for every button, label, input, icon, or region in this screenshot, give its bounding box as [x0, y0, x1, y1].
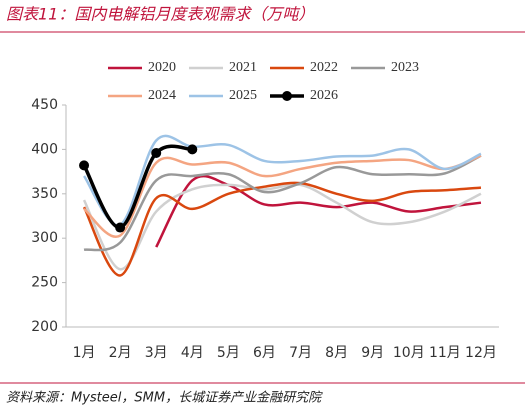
- x-tick-label: 12月: [465, 345, 497, 361]
- y-tick-label: 200: [31, 319, 58, 335]
- series-line: [82, 134, 482, 227]
- y-tick-label: 300: [31, 230, 58, 246]
- x-tick-label: 8月: [325, 345, 348, 361]
- series-line: [82, 181, 482, 277]
- series-line: [83, 154, 482, 238]
- y-tick-label: 250: [31, 275, 58, 291]
- series-line: [82, 144, 193, 230]
- x-tick-label: 1月: [73, 345, 96, 361]
- series-marker: [187, 144, 198, 155]
- x-tick-label: 5月: [217, 345, 240, 361]
- x-tick-label: 3月: [145, 345, 168, 361]
- legend-label: 2025: [229, 88, 257, 103]
- series-marker: [151, 147, 162, 158]
- x-tick-label: 9月: [361, 345, 384, 361]
- legend-marker: [282, 91, 292, 101]
- legend-label: 2023: [391, 60, 419, 75]
- legend-label: 2022: [310, 60, 338, 75]
- series-line: [155, 174, 482, 248]
- y-tick-label: 450: [31, 97, 58, 113]
- legend-label: 2021: [229, 60, 257, 75]
- x-tick-label: 4月: [181, 345, 204, 361]
- x-tick-label: 7月: [289, 345, 312, 361]
- x-tick-label: 10月: [393, 345, 425, 361]
- series-line: [83, 154, 482, 252]
- y-tick-label: 350: [31, 186, 58, 202]
- series-line: [82, 183, 482, 271]
- x-tick-label: 11月: [429, 345, 461, 361]
- legend-label: 2024: [148, 88, 176, 103]
- chart-title: 图表11：国内电解铝月度表观需求（万吨）: [6, 5, 314, 24]
- x-tick-label: 2月: [109, 345, 132, 361]
- legend-label: 2020: [148, 60, 176, 75]
- x-tick-label: 6月: [253, 345, 276, 361]
- legend-label: 2026: [310, 88, 338, 103]
- series-marker: [115, 222, 126, 233]
- y-tick-label: 400: [31, 141, 58, 157]
- series-marker: [79, 160, 90, 171]
- source-note: 资料来源：Mysteel，SMM，长城证券产业金融研究院: [6, 390, 323, 406]
